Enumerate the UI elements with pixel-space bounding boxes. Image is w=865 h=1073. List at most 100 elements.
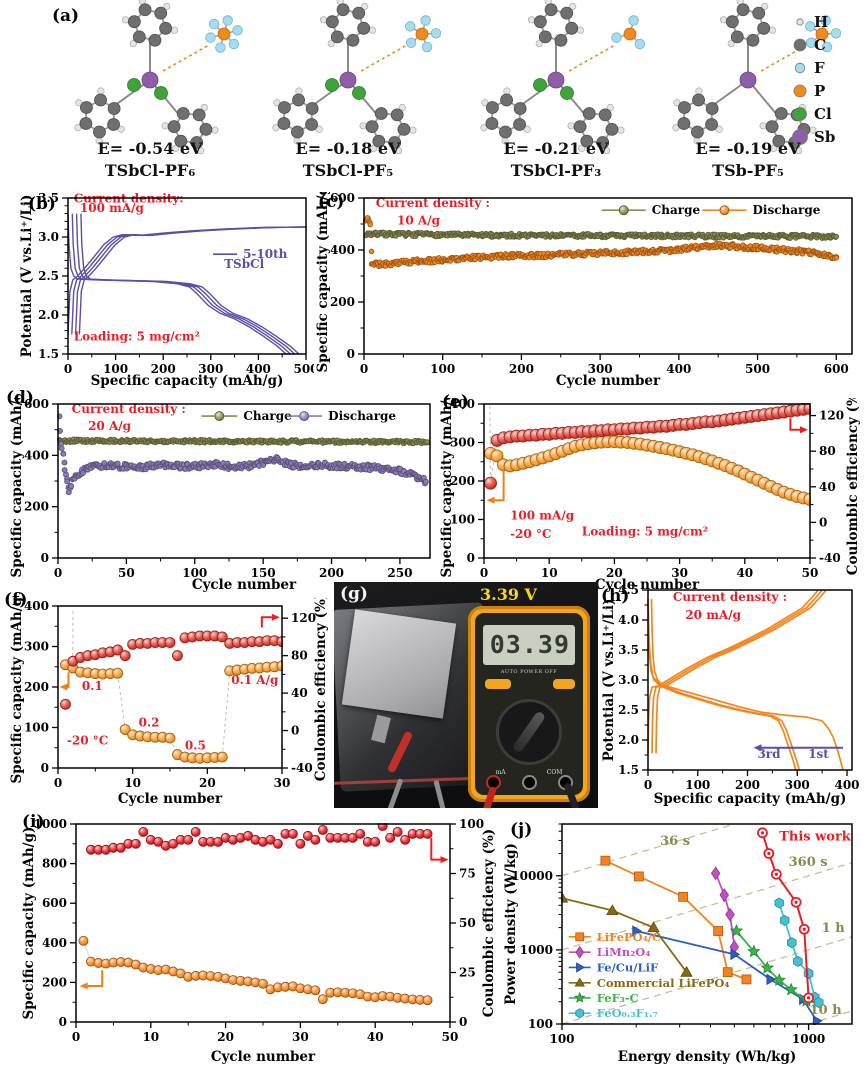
- svg-text:100: 100: [103, 362, 128, 376]
- energy-value: E= -0.21 eV: [503, 139, 609, 158]
- panel-f-canvas: 0.10.20.50.1 A/g-20 °C0 10 20 3001002003004…: [9, 591, 329, 807]
- svg-text:Specific capacity (mAh/g): Specific capacity (mAh/g): [21, 827, 37, 1020]
- panel-e-chart: 100 mA/g -20 °C Loading: 5 mg/cm² 0 10 20 30 40…: [438, 385, 862, 594]
- svg-text:LiFePO₄/C: LiFePO₄/C: [597, 930, 661, 944]
- svg-text:50: 50: [442, 1030, 459, 1044]
- svg-text:20: 20: [199, 776, 216, 790]
- svg-text:Cl: Cl: [814, 105, 832, 123]
- svg-text:P: P: [814, 82, 825, 100]
- svg-text:0: 0: [459, 1015, 467, 1029]
- svg-text:360 s: 360 s: [789, 855, 828, 870]
- svg-text:0: 0: [59, 1015, 67, 1029]
- svg-text:Specific capacity (mAh/g): Specific capacity (mAh/g): [9, 598, 25, 783]
- svg-text:400: 400: [450, 398, 475, 411]
- svg-text:50: 50: [459, 916, 476, 930]
- svg-text:3.0: 3.0: [618, 673, 639, 687]
- svg-text:100: 100: [459, 817, 484, 831]
- panel-e-canvas: 100 mA/g -20 °C Loading: 5 mg/cm² 0 10 20 30 40…: [439, 385, 861, 593]
- panel-h-chart: Current density : 20 mA/g 3rd 1st 0 100 200 300…: [600, 582, 862, 808]
- panel-j-chart: 36 s 360 s 1 h 10 h This work LiFePO₄/C LiMn₂O…: [502, 816, 862, 1066]
- svg-text:500: 500: [293, 362, 314, 376]
- svg-text:Cycle number: Cycle number: [118, 791, 223, 807]
- svg-text:0.1: 0.1: [82, 679, 103, 693]
- svg-text:200: 200: [24, 500, 49, 514]
- auto-power-off-label: AUTO POWER OFF: [500, 669, 558, 675]
- svg-text:Coulombic efficiency (%): Coulombic efficiency (%): [481, 829, 497, 1017]
- svg-text:200: 200: [24, 680, 49, 694]
- panel-j-label: (j): [510, 820, 533, 840]
- molecule-name: TSbCl-PF₅: [302, 160, 394, 180]
- svg-text:600: 600: [330, 192, 355, 205]
- svg-text:Specific capacity (mAh/g): Specific capacity (mAh/g): [654, 791, 847, 807]
- svg-text:10: 10: [142, 1030, 159, 1044]
- svg-text:Cycle number: Cycle number: [595, 577, 700, 593]
- svg-text:300: 300: [198, 362, 223, 376]
- svg-text:400: 400: [24, 599, 49, 613]
- svg-text:Potential (V vs.Li⁺/Li): Potential (V vs.Li⁺/Li): [601, 599, 617, 762]
- svg-text:40: 40: [736, 566, 753, 580]
- svg-text:200: 200: [151, 362, 176, 376]
- svg-text:40: 40: [291, 686, 308, 700]
- svg-text:0: 0: [360, 362, 368, 376]
- panel-j-canvas: 36 s 360 s 1 h 10 h This work LiFePO₄/CLiMn₂O…: [503, 823, 853, 1065]
- svg-text:500: 500: [745, 362, 770, 376]
- svg-text:20: 20: [606, 566, 623, 580]
- molecule-canvas: H C F P Cl Sb: [0, 0, 865, 190]
- svg-text:Specific capacity (mAh/g): Specific capacity (mAh/g): [439, 398, 455, 577]
- svg-text:Coulombic efficiency (%): Coulombic efficiency (%): [845, 398, 861, 575]
- svg-text:50: 50: [118, 566, 135, 580]
- svg-text:10: 10: [124, 776, 141, 790]
- panel-f-chart: 0.1 0.2 0.5 0.1 A/g -20 °C 0 10 20 30 0 100 200 300 4…: [8, 591, 330, 808]
- port-black: [521, 775, 537, 790]
- panel-d-label: (d): [6, 388, 34, 408]
- svg-text:300: 300: [450, 436, 475, 450]
- molecule-caption-3: E= -0.21 eV TSbCl-PF₃: [456, 138, 656, 181]
- svg-text:100: 100: [182, 566, 207, 580]
- svg-text:36 s: 36 s: [660, 834, 690, 849]
- svg-text:Discharge: Discharge: [752, 203, 820, 217]
- svg-text:30: 30: [292, 1030, 309, 1044]
- svg-text:FeF₃-C: FeF₃-C: [597, 991, 639, 1005]
- svg-text:100: 100: [528, 1017, 553, 1031]
- svg-text:0: 0: [819, 515, 827, 529]
- svg-text:200: 200: [42, 975, 67, 989]
- svg-text:3.5: 3.5: [618, 643, 639, 657]
- svg-text:200: 200: [330, 295, 355, 309]
- meter-button: [553, 679, 575, 689]
- svg-text:0: 0: [644, 778, 652, 792]
- molecule-name: TSbCl-PF₆: [104, 160, 196, 180]
- panel-a-molecules: (a) H C F P Cl Sb E= -0.54 eV TSbCl-PF₆ E= -0…: [0, 0, 865, 190]
- meter-button: [485, 679, 511, 689]
- panel-b-chart: Current density: 100 mA/g TSbCl Loading: 5 …: [18, 191, 319, 390]
- molecule-name: TSb-PF₅: [712, 160, 784, 180]
- rotary-dial: [496, 699, 562, 765]
- panel-h-canvas: Current density : 20 mA/g 3rd 1st 0 100 200 300…: [601, 583, 860, 807]
- panel-h-label: (h): [601, 586, 630, 606]
- svg-text:Discharge: Discharge: [328, 409, 396, 423]
- svg-text:Cycle number: Cycle number: [192, 577, 297, 593]
- svg-text:2.5: 2.5: [618, 703, 639, 717]
- svg-text:3.5: 3.5: [38, 192, 59, 205]
- svg-text:-40: -40: [291, 761, 313, 775]
- svg-text:Charge: Charge: [652, 203, 701, 217]
- svg-text:600: 600: [42, 896, 67, 910]
- svg-text:Current density :: Current density :: [673, 590, 787, 604]
- svg-text:0.2: 0.2: [139, 716, 160, 730]
- svg-text:400: 400: [834, 778, 859, 792]
- molecule-name: TSbCl-PF₃: [510, 160, 602, 180]
- svg-text:Commercial LiFePO₄: Commercial LiFePO₄: [597, 976, 730, 990]
- svg-text:0.5: 0.5: [185, 738, 206, 752]
- svg-text:200: 200: [509, 362, 534, 376]
- svg-text:5-10th: 5-10th: [243, 247, 288, 261]
- svg-text:0: 0: [347, 347, 355, 361]
- svg-text:3rd: 3rd: [757, 747, 781, 761]
- svg-text:-20 °C: -20 °C: [67, 734, 108, 748]
- svg-text:100: 100: [549, 1032, 574, 1046]
- svg-text:150: 150: [251, 566, 276, 580]
- svg-text:1000: 1000: [520, 943, 553, 957]
- svg-text:100 mA/g: 100 mA/g: [80, 201, 145, 215]
- svg-text:200: 200: [319, 566, 344, 580]
- panel-b-label: (b): [28, 194, 56, 214]
- svg-text:100: 100: [430, 362, 455, 376]
